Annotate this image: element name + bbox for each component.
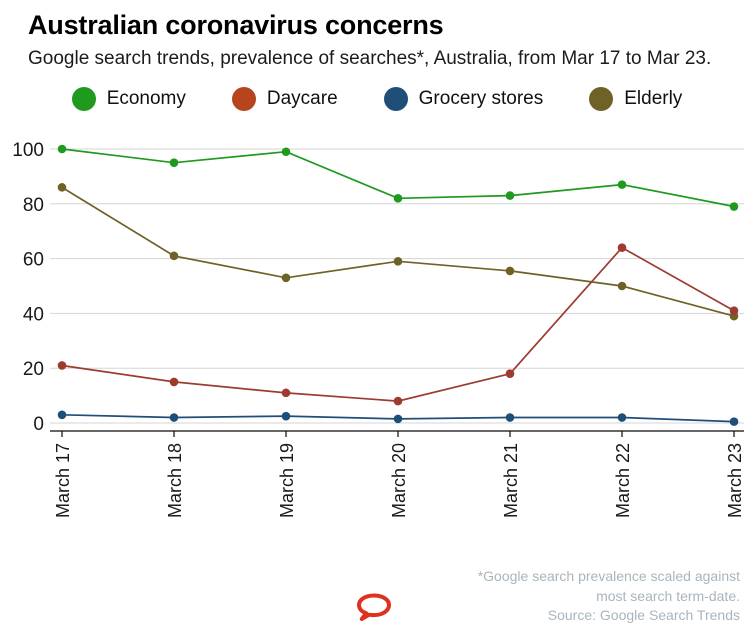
data-point-daycare [505, 369, 515, 379]
data-point-grocery-stores [169, 413, 179, 423]
data-point-daycare [393, 397, 403, 406]
legend-dot-daycare [231, 87, 256, 112]
series-grocery-stores [57, 410, 739, 427]
data-point-daycare [169, 377, 179, 387]
y-tick-label: 60 [23, 250, 44, 271]
data-point-grocery-stores [729, 417, 739, 427]
x-tick-label: March 20 [389, 443, 409, 518]
series-line-elderly [61, 186, 735, 318]
data-point-grocery-stores [281, 412, 291, 421]
x-tick-label: March 21 [501, 443, 521, 518]
x-tick-label: March 17 [53, 443, 73, 518]
speech-bubble-icon [357, 593, 391, 621]
data-point-grocery-stores [57, 410, 67, 420]
y-tick-label: 80 [23, 195, 44, 216]
series-line-daycare [61, 246, 735, 403]
y-tick-label: 40 [23, 305, 44, 326]
data-point-grocery-stores [617, 413, 627, 423]
data-point-economy [393, 194, 403, 203]
data-point-elderly [505, 266, 515, 276]
data-point-economy [617, 180, 627, 190]
series-daycare [57, 243, 739, 406]
data-point-elderly [617, 282, 627, 291]
legend-dot-elderly [589, 87, 614, 112]
legend-label-grocery-stores: Grocery stores [418, 88, 544, 110]
legend-label-elderly: Elderly [624, 88, 683, 110]
legend-item-daycare: Daycare [231, 87, 338, 112]
data-point-economy [505, 191, 515, 201]
chart-title: Australian coronavirus concerns [28, 10, 444, 40]
x-tick-label: March 23 [725, 443, 745, 518]
legend-label-daycare: Daycare [266, 88, 338, 110]
data-point-economy [729, 202, 739, 212]
series-economy [57, 145, 739, 212]
y-tick-label: 100 [12, 140, 44, 161]
data-point-economy [281, 147, 291, 157]
data-point-grocery-stores [393, 414, 403, 424]
data-point-daycare [617, 243, 627, 253]
data-point-daycare [281, 388, 291, 398]
x-axis: March 17 March 18 March 19 March 20 March 21… [50, 430, 745, 518]
legend: Economy Daycare Grocery stores Elderly [0, 87, 754, 112]
data-point-elderly [281, 273, 291, 283]
legend-item-grocery-stores: Grocery stores [383, 87, 544, 112]
legend-label-economy: Economy [106, 88, 186, 110]
data-point-economy [57, 145, 67, 154]
gridlines: 0 20 40 60 80 100 [12, 140, 744, 435]
source-credit: Source: Google Search Trends [547, 607, 740, 624]
series-elderly [57, 183, 739, 321]
y-tick-label: 0 [33, 414, 44, 435]
x-tick-label: March 18 [165, 443, 185, 518]
x-tick-label: March 19 [277, 443, 297, 518]
legend-dot-economy [71, 87, 96, 112]
data-point-elderly [57, 183, 67, 192]
data-point-elderly [169, 251, 179, 261]
legend-dot-grocery-stores [383, 87, 408, 112]
legend-item-economy: Economy [71, 87, 186, 112]
data-point-daycare [57, 361, 67, 371]
data-point-elderly [393, 257, 403, 266]
footnote: *Google search prevalence scaled against… [478, 567, 740, 626]
chart-subtitle: Google search trends, prevalence of sear… [28, 48, 712, 69]
data-point-daycare [729, 306, 739, 316]
data-point-grocery-stores [505, 413, 515, 423]
footnote-line1: *Google search prevalence scaled against [477, 568, 740, 585]
data-point-economy [169, 158, 179, 168]
x-tick-label: March 22 [613, 443, 633, 518]
footnote-line2: most search term-date. [596, 587, 740, 604]
legend-item-elderly: Elderly [589, 87, 683, 112]
conversation-logo [355, 592, 393, 622]
y-tick-label: 20 [23, 360, 44, 381]
